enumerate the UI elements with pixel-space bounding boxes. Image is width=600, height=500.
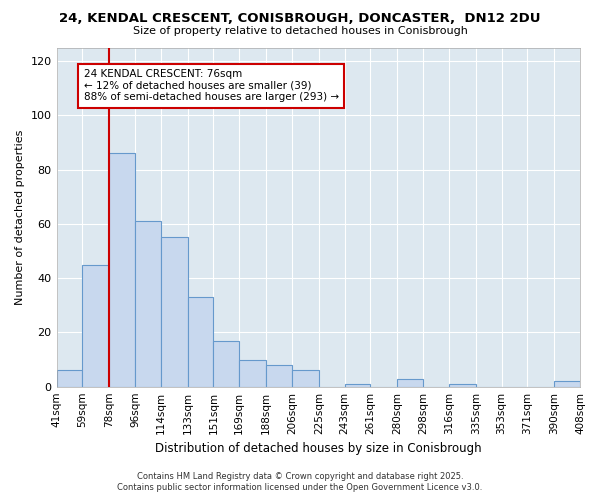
Text: Size of property relative to detached houses in Conisbrough: Size of property relative to detached ho… <box>133 26 467 36</box>
Bar <box>56 370 82 386</box>
Bar <box>161 238 188 386</box>
Bar <box>292 370 319 386</box>
Bar <box>82 264 109 386</box>
Text: Contains HM Land Registry data © Crown copyright and database right 2025.
Contai: Contains HM Land Registry data © Crown c… <box>118 472 482 492</box>
Bar <box>135 221 161 386</box>
Bar <box>554 382 580 386</box>
Text: 24 KENDAL CRESCENT: 76sqm
← 12% of detached houses are smaller (39)
88% of semi-: 24 KENDAL CRESCENT: 76sqm ← 12% of detac… <box>83 69 339 102</box>
Bar <box>214 340 239 386</box>
Bar <box>397 378 423 386</box>
Bar <box>109 154 135 386</box>
Bar <box>449 384 476 386</box>
Y-axis label: Number of detached properties: Number of detached properties <box>15 130 25 305</box>
Text: 24, KENDAL CRESCENT, CONISBROUGH, DONCASTER,  DN12 2DU: 24, KENDAL CRESCENT, CONISBROUGH, DONCAS… <box>59 12 541 26</box>
Bar <box>344 384 370 386</box>
Bar <box>266 365 292 386</box>
Bar <box>239 360 266 386</box>
Bar <box>188 297 214 386</box>
X-axis label: Distribution of detached houses by size in Conisbrough: Distribution of detached houses by size … <box>155 442 482 455</box>
